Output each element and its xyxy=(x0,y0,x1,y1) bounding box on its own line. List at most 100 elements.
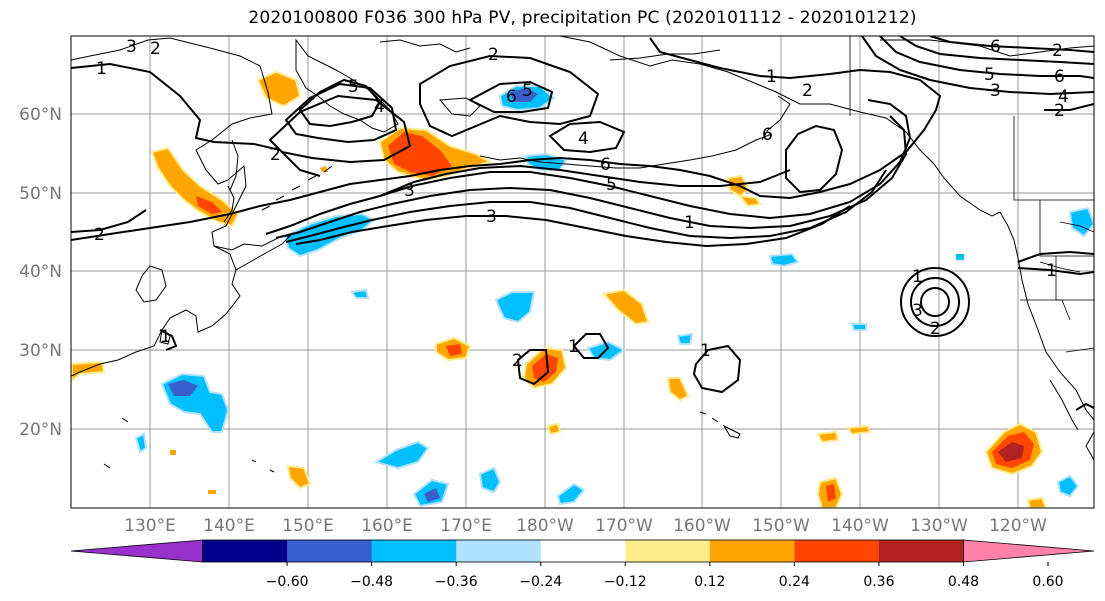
contour-label: 3 xyxy=(404,181,415,201)
precip-negative-patch xyxy=(768,252,800,268)
contour-label: 2 xyxy=(488,45,499,65)
contour-label: 6 xyxy=(762,125,773,145)
lat-label: 50°N xyxy=(19,184,62,204)
contour-label: 1 xyxy=(1046,261,1057,281)
colorbar-tick-label: 0.60 xyxy=(1032,574,1063,590)
lat-label: 20°N xyxy=(19,420,62,440)
precip-positive-strong xyxy=(998,442,1024,462)
precip-negative-core xyxy=(510,88,538,102)
precip-positive-core xyxy=(388,132,452,176)
contour-label: 5 xyxy=(606,175,617,195)
colorbar-segment xyxy=(202,540,288,562)
precip-negative-patch xyxy=(556,482,586,506)
contour-label: 1 xyxy=(96,59,107,79)
lon-label: 130°W xyxy=(910,516,968,536)
precip-positive-patch xyxy=(737,194,762,208)
contour-label: 2 xyxy=(512,351,523,371)
contour-label: 6 xyxy=(990,37,1001,57)
map-content: 3 2 1 5 4 2 2 6 5 1 2 6 4 6 5 3 1 3 2 1 … xyxy=(71,36,1094,508)
lon-label: 180°W xyxy=(516,516,574,536)
precip-positive-patch xyxy=(666,377,690,402)
figure-title: 2020100800 F036 300 hPa PV, precipitatio… xyxy=(248,8,917,28)
contour-label: 1 xyxy=(700,341,711,361)
lon-label: 170°E xyxy=(440,516,492,536)
colorbar-segment xyxy=(456,540,542,562)
lon-label: 170°W xyxy=(595,516,653,536)
contour-label: 3 xyxy=(126,37,137,57)
colorbar-tick-label: 0.24 xyxy=(779,574,810,590)
precip-negative-patch xyxy=(1056,474,1080,498)
contour-labels: 3 2 1 5 4 2 2 6 5 1 2 6 4 6 5 3 1 3 2 1 … xyxy=(94,37,1069,371)
lon-label: 130°E xyxy=(124,516,176,536)
contour-label: 2 xyxy=(94,225,105,245)
contour-label: 3 xyxy=(912,301,923,321)
precip-negative-patch xyxy=(373,440,430,470)
colorbar-segment xyxy=(287,540,373,562)
colorbar-tick-label: −0.36 xyxy=(435,574,478,590)
precip-positive-core xyxy=(826,484,836,502)
contour-label: 5 xyxy=(522,81,533,101)
lon-label: 140°E xyxy=(203,516,255,536)
contour-label: 1 xyxy=(160,327,171,347)
precip-negative-patch xyxy=(676,332,694,345)
contour-label: 6 xyxy=(1054,67,1065,87)
coastlines xyxy=(71,36,1094,473)
precip-negative-core xyxy=(424,488,440,502)
colorbar-tick-label: 0.12 xyxy=(694,574,725,590)
precip-positive-patch xyxy=(71,360,106,382)
contour-label: 2 xyxy=(270,145,281,165)
precip-positive-patch xyxy=(846,424,872,436)
precip-positive-core xyxy=(446,344,462,356)
contour-label: 6 xyxy=(600,155,611,175)
precip-positive-core xyxy=(532,354,558,382)
colorbar-segment xyxy=(540,540,626,562)
colorbar-extend-high xyxy=(963,539,1095,563)
precip-positive-patch xyxy=(546,422,562,436)
lon-label: 160°W xyxy=(673,516,731,536)
precip-positive-patch xyxy=(1026,496,1048,508)
latitude-labels: 60°N 50°N 40°N 30°N 20°N xyxy=(19,105,62,440)
contour-label: 4 xyxy=(374,97,385,117)
pv-contours xyxy=(71,36,1094,411)
map-frame xyxy=(70,35,1095,509)
colorbar-frame xyxy=(202,539,964,563)
longitude-labels: 130°E 140°E 150°E 160°E 170°E 180°W 170°W 160°W… xyxy=(124,516,1047,536)
precip-positive-core xyxy=(196,196,222,214)
lat-label: 60°N xyxy=(19,105,62,125)
lon-label: 140°W xyxy=(831,516,889,536)
colorbar-tick-label: −0.48 xyxy=(350,574,393,590)
precip-positive-patch xyxy=(208,490,216,494)
contour-label: 2 xyxy=(930,319,941,339)
precip-negative-patch xyxy=(850,323,867,331)
precip-negative-patch xyxy=(134,432,148,454)
precip-negative-patch xyxy=(956,254,964,260)
contour-label: 1 xyxy=(912,267,923,287)
gridlines xyxy=(71,36,1094,508)
map-ocean xyxy=(71,36,1094,508)
lon-label: 120°W xyxy=(989,516,1047,536)
contour-label: 5 xyxy=(984,65,995,85)
contour-label: 2 xyxy=(802,81,813,101)
colorbar-extend-low xyxy=(70,539,203,563)
colorbar-tick-label: −0.24 xyxy=(519,574,562,590)
precip-negative-patch xyxy=(478,466,502,494)
contour-label: 3 xyxy=(486,207,497,227)
precip-negative-patch xyxy=(494,291,536,324)
colorbar-segment xyxy=(794,540,880,562)
precip-negative-patch xyxy=(350,288,370,299)
precip-negative-core xyxy=(168,380,198,396)
contour-label: 3 xyxy=(990,81,1001,101)
political-borders xyxy=(849,36,1094,353)
lon-label: 150°W xyxy=(752,516,810,536)
colorbar-tick-label: 0.36 xyxy=(863,574,894,590)
colorbar-tick-label: −0.12 xyxy=(604,574,647,590)
lat-label: 30°N xyxy=(19,341,62,361)
lon-label: 150°E xyxy=(282,516,334,536)
contour-label: 4 xyxy=(1058,87,1069,107)
colorbar-tick-label: 0.48 xyxy=(948,574,979,590)
contour-label: 6 xyxy=(506,87,517,107)
precip-positive-patch xyxy=(816,430,840,444)
contour-label: 1 xyxy=(684,213,695,233)
colorbar-segment xyxy=(709,540,795,562)
